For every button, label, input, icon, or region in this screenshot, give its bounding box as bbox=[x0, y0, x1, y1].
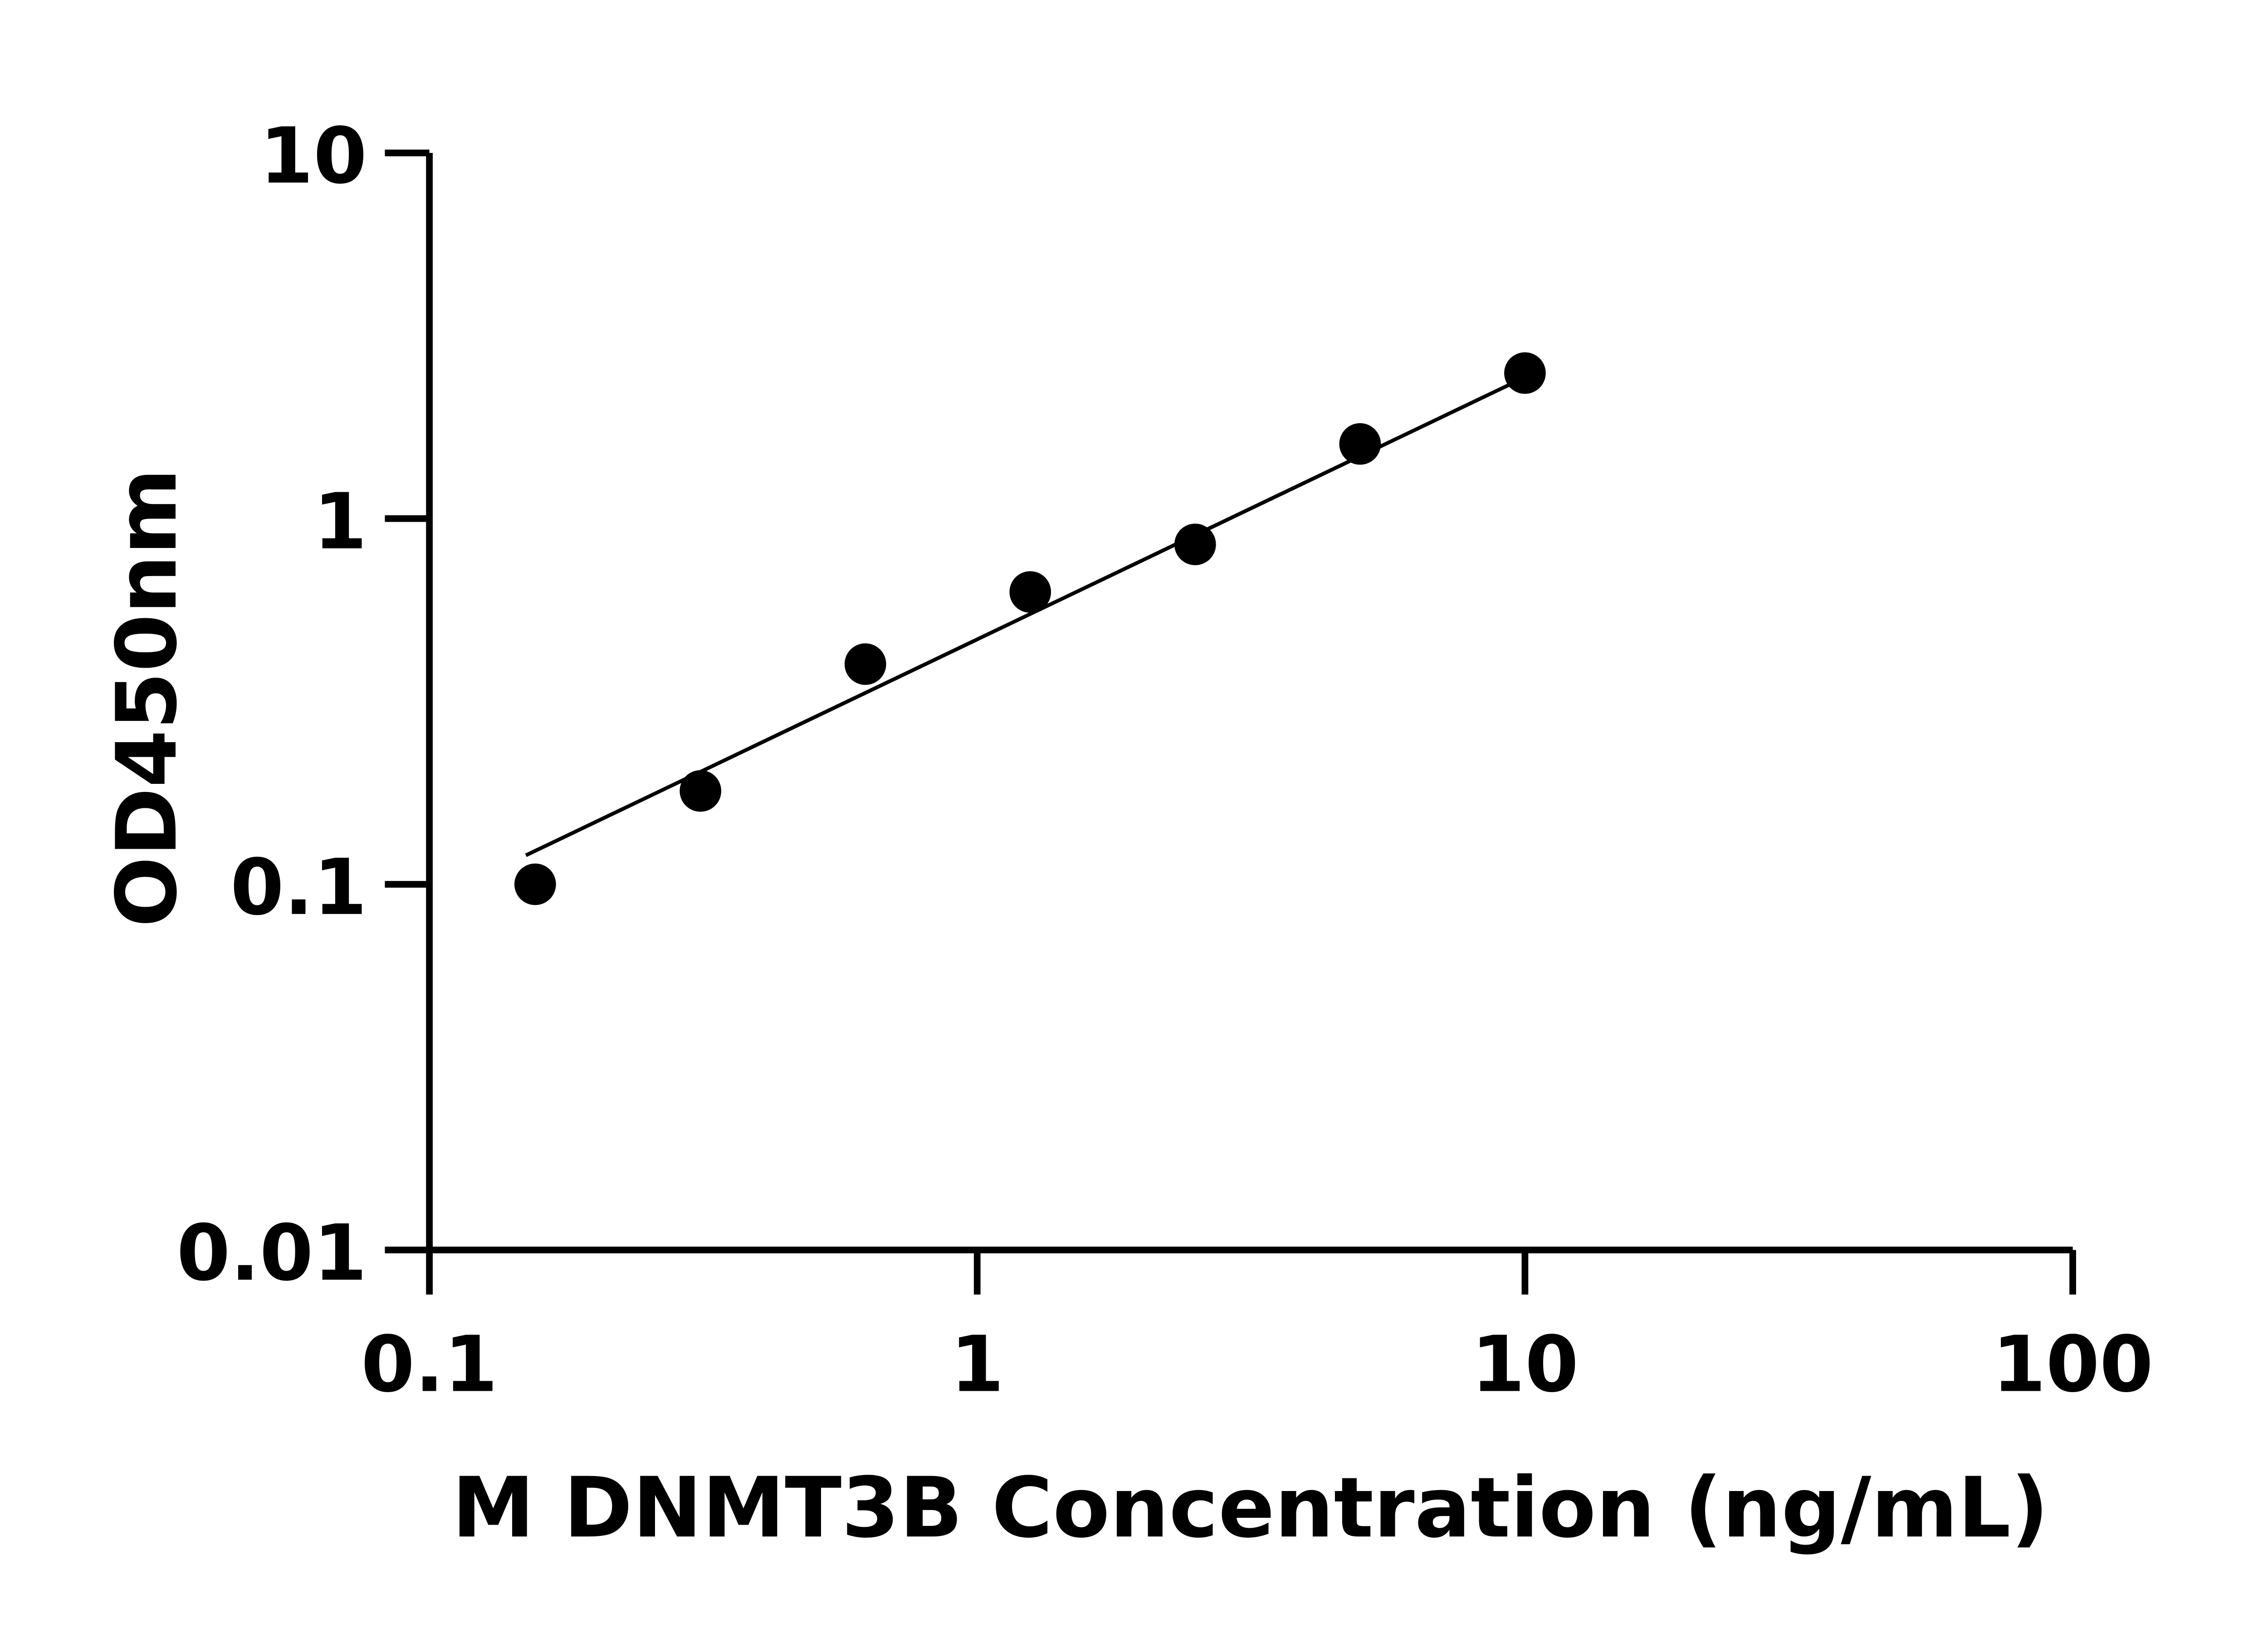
y-tick-label: 0.01 bbox=[176, 1208, 367, 1298]
data-point bbox=[1009, 571, 1051, 613]
data-point bbox=[514, 863, 556, 905]
y-axis-label: OD450nm bbox=[99, 468, 196, 927]
axes bbox=[426, 153, 2073, 1253]
y-tick-label: 10 bbox=[259, 112, 367, 201]
x-tick-label: 10 bbox=[1471, 1320, 1579, 1410]
data-point bbox=[844, 643, 886, 685]
y-tick-label: 1 bbox=[313, 477, 367, 567]
y-tick-label: 0.1 bbox=[230, 843, 367, 933]
data-point bbox=[1504, 352, 1546, 394]
x-tick-label: 0.1 bbox=[361, 1320, 498, 1410]
x-tick-label: 100 bbox=[1992, 1320, 2153, 1410]
data-point bbox=[679, 770, 722, 812]
x-tick-label: 1 bbox=[950, 1320, 1004, 1410]
x-axis-label: M DNMT3B Concentration (ng/mL) bbox=[452, 1460, 2048, 1556]
data-point bbox=[1339, 423, 1381, 465]
ticks: 0.01 0.1 1 10 0.1 1 10 100 bbox=[176, 112, 2153, 1410]
marks bbox=[514, 352, 1546, 905]
data-point bbox=[1174, 523, 1216, 565]
